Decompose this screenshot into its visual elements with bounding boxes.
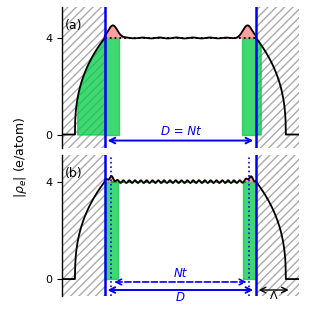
Bar [256,0,299,159]
Text: Nt: Nt [174,266,187,280]
Text: D = Nt: D = Nt [160,125,200,138]
Text: $|\rho_e|$ (e/atom): $|\rho_e|$ (e/atom) [12,117,30,198]
Bar [62,109,105,303]
Text: (b): (b) [65,167,82,180]
Text: D: D [176,291,185,304]
Text: Λ: Λ [270,291,277,301]
Bar [256,109,299,303]
Bar [62,0,105,159]
Text: (a): (a) [65,19,82,32]
